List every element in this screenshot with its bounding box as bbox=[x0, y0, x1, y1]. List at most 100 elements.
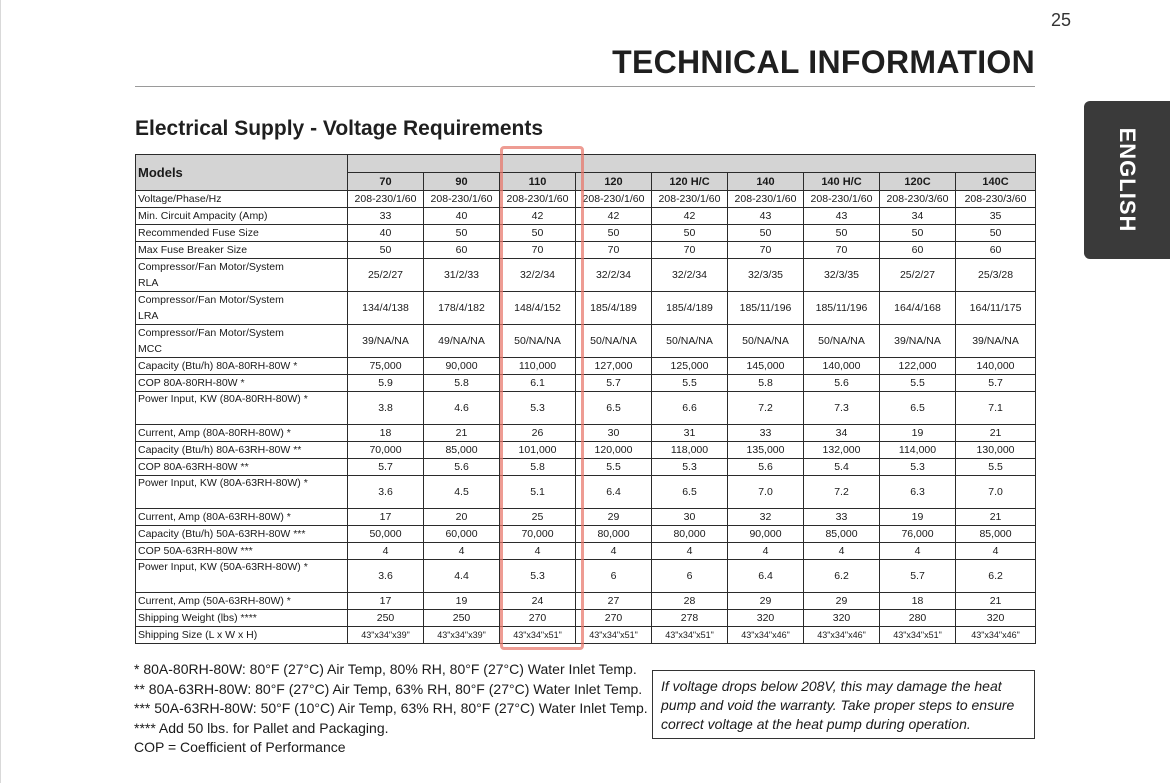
table-cell: 29 bbox=[803, 592, 880, 610]
models-header: Models bbox=[135, 154, 348, 191]
table-cell: 5.7 bbox=[879, 559, 956, 593]
table-row: COP 50A-63RH-80W *** 4 4 4 4 4 4 4 4 4 bbox=[135, 542, 1037, 560]
table-row: Shipping Weight (lbs) **** 250 250 270 270 27… bbox=[135, 609, 1037, 627]
row-label: Shipping Weight (lbs) **** bbox=[135, 609, 348, 627]
row-label: Current, Amp (50A-63RH-80W) * bbox=[135, 592, 348, 610]
table-cell: 5.8 bbox=[499, 458, 576, 476]
table-cell: 25 bbox=[499, 508, 576, 526]
table-cell: 5.6 bbox=[803, 374, 880, 392]
table-cell: 4 bbox=[803, 542, 880, 560]
language-tab[interactable]: ENGLISH bbox=[1084, 101, 1170, 259]
row-label: Voltage/Phase/Hz bbox=[135, 190, 348, 208]
table-cell: 32 bbox=[727, 508, 804, 526]
row-label-line: Compressor/Fan Motor/System bbox=[138, 261, 284, 273]
table-cell: 50 bbox=[423, 224, 500, 242]
table-cell: 26 bbox=[499, 424, 576, 442]
table-cell: 5.8 bbox=[727, 374, 804, 392]
table-cell: 43"x34"x46" bbox=[803, 626, 880, 644]
table-cell: 27 bbox=[575, 592, 652, 610]
table-cell: 19 bbox=[423, 592, 500, 610]
table-cell: 85,000 bbox=[423, 441, 500, 459]
table-cell: 50 bbox=[954, 224, 1037, 242]
table-cell: 5.9 bbox=[347, 374, 424, 392]
table-cell: 18 bbox=[347, 424, 424, 442]
table-cell: 208-230/1/60 bbox=[727, 190, 804, 208]
table-cell: 34 bbox=[879, 207, 956, 225]
model-header: 120 bbox=[575, 172, 652, 191]
table-cell: 34 bbox=[803, 424, 880, 442]
table-cell: 50/NA/NA bbox=[651, 324, 728, 358]
language-tab-label: ENGLISH bbox=[1115, 127, 1140, 233]
table-row: Shipping Size (L x W x H) 43"x34"x39" 43"x… bbox=[135, 626, 1037, 644]
table-cell: 70 bbox=[651, 241, 728, 259]
table-cell: 7.3 bbox=[803, 391, 880, 425]
table-cell: 4 bbox=[347, 542, 424, 560]
table-cell: 4 bbox=[651, 542, 728, 560]
table-cell: 33 bbox=[803, 508, 880, 526]
table-cell: 50 bbox=[879, 224, 956, 242]
row-label: Capacity (Btu/h) 80A-63RH-80W ** bbox=[135, 441, 348, 459]
table-cell: 5.6 bbox=[423, 458, 500, 476]
table-cell: 6.6 bbox=[651, 391, 728, 425]
table-cell: 30 bbox=[651, 508, 728, 526]
table-cell: 43"x34"x46" bbox=[954, 626, 1037, 644]
table-cell: 90,000 bbox=[727, 525, 804, 543]
table-cell: 42 bbox=[499, 207, 576, 225]
table-row: COP 80A-63RH-80W ** 5.7 5.6 5.8 5.5 5.3 5.6 5.4… bbox=[135, 458, 1037, 476]
table-cell: 4 bbox=[879, 542, 956, 560]
table-cell: 31 bbox=[651, 424, 728, 442]
table-cell: 21 bbox=[954, 508, 1037, 526]
row-label-line: Power Input, KW (80A-80RH-80W) * bbox=[138, 393, 308, 405]
table-cell: 6.2 bbox=[954, 559, 1037, 593]
table-cell: 5.4 bbox=[803, 458, 880, 476]
table-cell: 70 bbox=[499, 241, 576, 259]
table-cell: 32/2/34 bbox=[651, 258, 728, 292]
table-cell: 43 bbox=[727, 207, 804, 225]
header-band bbox=[346, 154, 1037, 173]
table-cell: 43 bbox=[803, 207, 880, 225]
table-cell: 60 bbox=[423, 241, 500, 259]
table-cell: 4 bbox=[954, 542, 1037, 560]
table-row: Max Fuse Breaker Size 50 60 70 70 70 70 70 60 60 bbox=[135, 241, 1037, 259]
table-cell: 50/NA/NA bbox=[575, 324, 652, 358]
table-cell: 5.5 bbox=[954, 458, 1037, 476]
model-header: 70 bbox=[347, 172, 424, 191]
table-cell: 7.0 bbox=[727, 475, 804, 509]
row-label-line: Power Input, KW (50A-63RH-80W) * bbox=[138, 561, 308, 573]
table-cell: 70,000 bbox=[499, 525, 576, 543]
table-cell: 32/3/35 bbox=[803, 258, 880, 292]
row-label: COP 80A-80RH-80W * bbox=[135, 374, 348, 392]
row-label-line: Recommended Fuse Size bbox=[138, 226, 259, 239]
model-header: 140 H/C bbox=[803, 172, 880, 191]
table-cell: 50,000 bbox=[347, 525, 424, 543]
table-cell: 33 bbox=[347, 207, 424, 225]
table-cell: 43"x34"x51" bbox=[651, 626, 728, 644]
table-cell: 6.5 bbox=[575, 391, 652, 425]
table-row: Capacity (Btu/h) 50A-63RH-80W *** 50,000 6… bbox=[135, 525, 1037, 543]
table-cell: 25/3/28 bbox=[954, 258, 1037, 292]
table-cell: 32/2/34 bbox=[575, 258, 652, 292]
table-cell: 90,000 bbox=[423, 357, 500, 375]
row-label-line: Capacity (Btu/h) 50A-63RH-80W *** bbox=[138, 527, 306, 540]
table-cell: 6.5 bbox=[879, 391, 956, 425]
table-cell: 5.3 bbox=[499, 559, 576, 593]
table-cell: 35 bbox=[954, 207, 1037, 225]
table-cell: 3.8 bbox=[347, 391, 424, 425]
table-row: Compressor/Fan Motor/System MCC 39/NA/NA 49… bbox=[135, 324, 1037, 358]
table-row: COP 80A-80RH-80W * 5.9 5.8 6.1 5.7 5.5 5.8 5.6 5… bbox=[135, 374, 1037, 392]
row-label-line: Current, Amp (80A-80RH-80W) * bbox=[138, 426, 291, 439]
table-cell: 60 bbox=[954, 241, 1037, 259]
row-label: Recommended Fuse Size bbox=[135, 224, 348, 242]
table-cell: 50 bbox=[727, 224, 804, 242]
table-cell: 50 bbox=[803, 224, 880, 242]
table-cell: 20 bbox=[423, 508, 500, 526]
table-cell: 208-230/1/60 bbox=[651, 190, 728, 208]
table-cell: 5.5 bbox=[651, 374, 728, 392]
table-cell: 76,000 bbox=[879, 525, 956, 543]
row-label: Current, Amp (80A-63RH-80W) * bbox=[135, 508, 348, 526]
table-cell: 33 bbox=[727, 424, 804, 442]
table-cell: 3.6 bbox=[347, 475, 424, 509]
row-label-line: Compressor/Fan Motor/System bbox=[138, 294, 284, 306]
table-cell: 208-230/1/60 bbox=[423, 190, 500, 208]
table-cell: 208-230/1/60 bbox=[347, 190, 424, 208]
